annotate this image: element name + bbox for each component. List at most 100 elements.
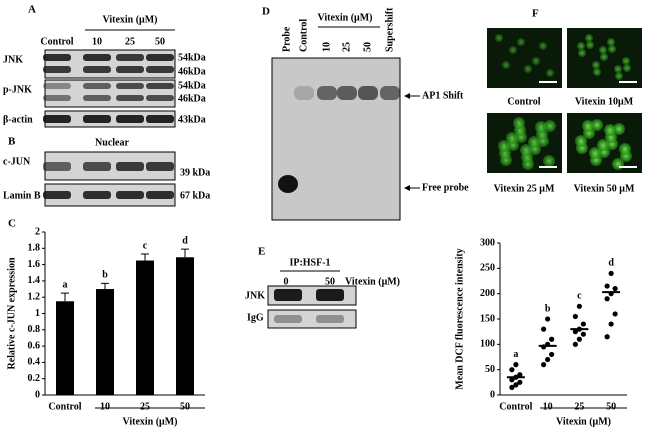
dot	[509, 367, 515, 373]
band	[146, 83, 174, 89]
cell	[539, 42, 547, 50]
y-axis-label: Mean DCF fluorescence intensity	[454, 248, 465, 389]
cell	[593, 68, 601, 76]
band	[116, 83, 144, 89]
size-label: 43kDa	[178, 114, 206, 125]
x-tick-label: 25	[574, 401, 584, 412]
cell	[607, 38, 615, 46]
cell	[604, 124, 616, 136]
cell	[502, 61, 510, 69]
dot	[509, 377, 515, 383]
cell	[532, 57, 540, 65]
lane-label: Supershift	[384, 7, 395, 52]
y-tick-label: 100	[480, 339, 495, 350]
dot	[572, 329, 578, 335]
lane-label: 0	[284, 276, 289, 287]
cell	[528, 136, 540, 148]
band	[316, 289, 344, 301]
band	[116, 95, 144, 101]
band	[43, 115, 71, 123]
dot	[517, 372, 523, 378]
lane-label: Probe	[281, 26, 292, 52]
cell	[506, 132, 518, 144]
panel-label: B	[8, 136, 16, 148]
band	[43, 95, 71, 101]
y-tick-label: 1.4	[28, 275, 41, 286]
header: Vitexin (μM)	[102, 14, 157, 25]
lane-label: 50	[362, 42, 373, 52]
x-tick-label: 10	[100, 401, 110, 412]
panel-label: D	[262, 6, 270, 18]
panel-label: F	[532, 8, 539, 20]
band	[146, 115, 174, 123]
cell	[543, 155, 555, 167]
y-tick-label: 0	[35, 389, 40, 400]
band	[294, 86, 314, 100]
dot	[612, 311, 618, 317]
band	[43, 54, 71, 61]
band	[358, 86, 378, 100]
dot	[549, 336, 555, 342]
lane-label: 25	[341, 42, 352, 52]
row-label: JNK	[3, 54, 23, 65]
dot	[517, 379, 523, 385]
band	[83, 66, 111, 73]
x-tick-label: 50	[180, 401, 190, 412]
band	[278, 175, 298, 193]
row-label: Lamin B	[3, 190, 41, 201]
row-label: c-JUN	[3, 156, 31, 167]
y-tick-label: 200	[480, 288, 495, 299]
dot	[608, 270, 614, 276]
annotation: c	[577, 291, 582, 302]
band	[116, 54, 144, 61]
cell	[585, 34, 593, 42]
dot	[541, 326, 547, 332]
cell	[589, 147, 601, 159]
cell	[608, 45, 616, 53]
x-tick-label: 25	[140, 401, 150, 412]
y-tick-label: 0.8	[28, 324, 41, 335]
cell	[544, 120, 556, 132]
y-tick-label: 150	[480, 313, 495, 324]
panel-label: A	[28, 4, 36, 16]
gel	[271, 57, 401, 221]
band	[116, 115, 144, 123]
annotation: a	[513, 349, 518, 360]
y-tick-label: 1.8	[28, 243, 41, 254]
x-axis-label: Vitexin (μM)	[556, 416, 611, 427]
band	[83, 95, 111, 101]
cell	[599, 46, 607, 54]
size-label: 67 kDa	[180, 190, 210, 201]
header: Vitexin (μM)	[317, 12, 372, 23]
lane-label: 10	[92, 36, 102, 47]
dot	[541, 362, 547, 368]
annotation: c	[143, 240, 148, 251]
band	[146, 162, 174, 171]
band	[146, 54, 174, 61]
y-tick-label: 50	[485, 364, 495, 375]
row-label: IgG	[247, 312, 264, 323]
band	[316, 315, 344, 323]
image-label: Vitexin 50 μM	[574, 183, 635, 194]
x-tick-label: Control	[48, 401, 81, 412]
y-tick-label: 300	[480, 237, 495, 248]
cell	[614, 65, 622, 73]
y-axis-label: Relative c-JUN expression	[6, 257, 17, 369]
cell	[535, 121, 547, 133]
cell	[520, 144, 532, 156]
header: IP:HSF-1	[289, 257, 330, 268]
cell	[612, 158, 624, 170]
dot	[572, 313, 578, 320]
y-tick-label: 1.6	[28, 259, 41, 270]
size-label: 46kDa	[178, 93, 206, 104]
band	[146, 95, 174, 101]
bar	[176, 257, 194, 395]
annotation: d	[608, 258, 614, 269]
lane-label: Control	[40, 36, 73, 47]
header: Nuclear	[95, 137, 129, 148]
dot	[513, 362, 519, 368]
band	[380, 86, 400, 100]
band	[83, 115, 111, 123]
blot	[267, 309, 357, 329]
